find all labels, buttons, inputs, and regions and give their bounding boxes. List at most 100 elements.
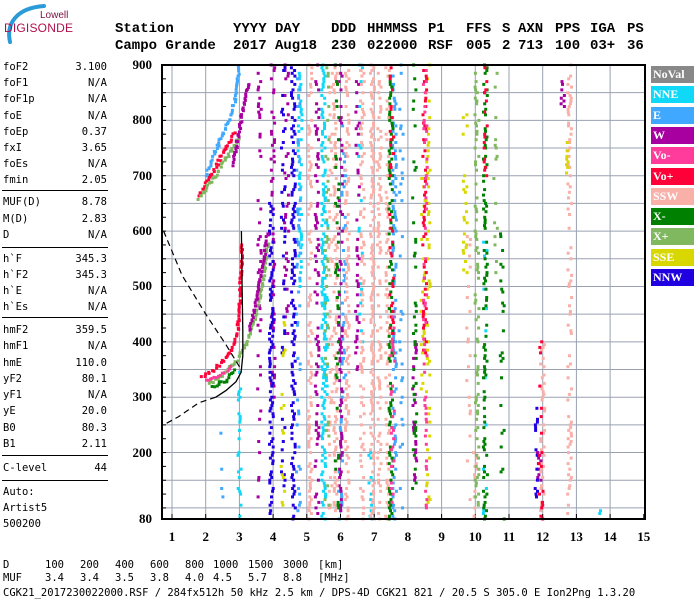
echo-point bbox=[465, 459, 469, 463]
param-name: foF1 bbox=[3, 77, 29, 89]
echo-point bbox=[477, 492, 481, 496]
echo-point bbox=[315, 423, 318, 427]
param-value: 110.0 bbox=[75, 357, 107, 369]
echo-point bbox=[401, 442, 404, 446]
echo-point bbox=[389, 218, 393, 222]
echo-point bbox=[347, 456, 351, 460]
echo-point bbox=[323, 268, 326, 272]
echo-point bbox=[308, 160, 312, 164]
echo-point bbox=[493, 243, 497, 247]
echo-point bbox=[270, 381, 273, 385]
echo-point bbox=[385, 478, 389, 482]
echo-point bbox=[260, 281, 264, 285]
echo-point bbox=[337, 484, 341, 488]
echo-point bbox=[426, 154, 430, 158]
echo-point bbox=[309, 351, 313, 355]
echo-point bbox=[483, 376, 487, 380]
echo-point bbox=[238, 415, 242, 419]
echo-point bbox=[482, 426, 486, 430]
echo-point bbox=[371, 171, 375, 175]
echo-point bbox=[256, 354, 260, 358]
echo-point bbox=[326, 174, 330, 178]
echo-point bbox=[238, 395, 242, 399]
echo-point bbox=[299, 185, 303, 189]
echo-point bbox=[236, 74, 240, 78]
distance-value: 3000 bbox=[283, 559, 309, 571]
echo-point bbox=[269, 249, 272, 252]
echo-point bbox=[244, 92, 248, 96]
echo-point bbox=[361, 498, 365, 502]
echo-point bbox=[328, 420, 332, 424]
echo-point bbox=[315, 102, 319, 106]
echo-point bbox=[357, 154, 361, 158]
param-value: N/A bbox=[88, 229, 107, 241]
echo-point bbox=[391, 232, 395, 236]
muf-value: 3.8 bbox=[150, 572, 169, 584]
echo-point bbox=[307, 423, 311, 427]
echo-point bbox=[482, 199, 486, 203]
echo-point bbox=[238, 125, 242, 129]
echo-point bbox=[325, 384, 329, 388]
echo-point bbox=[370, 69, 374, 72]
echo-point bbox=[482, 467, 485, 471]
echo-point bbox=[320, 113, 324, 117]
echo-point bbox=[355, 91, 359, 95]
echo-point bbox=[542, 445, 546, 449]
echo-point bbox=[424, 395, 428, 399]
echo-point bbox=[414, 345, 418, 349]
echo-point bbox=[346, 345, 350, 349]
echo-point bbox=[354, 309, 358, 313]
echo-point bbox=[378, 282, 382, 286]
echo-point bbox=[297, 182, 301, 186]
echo-point bbox=[343, 224, 347, 228]
echo-point bbox=[340, 329, 344, 333]
echo-point bbox=[568, 138, 572, 142]
echo-point bbox=[423, 318, 427, 322]
echo-point bbox=[565, 157, 569, 161]
echo-point bbox=[270, 110, 274, 114]
echo-point bbox=[386, 296, 390, 299]
echo-point bbox=[293, 74, 297, 78]
echo-point bbox=[482, 440, 486, 443]
echo-point bbox=[499, 279, 503, 283]
echo-point bbox=[328, 453, 332, 457]
echo-point bbox=[370, 165, 374, 169]
echo-point bbox=[357, 82, 361, 86]
echo-point bbox=[474, 428, 478, 432]
echo-point bbox=[390, 254, 394, 258]
echo-point bbox=[334, 445, 338, 449]
echo-point bbox=[388, 74, 392, 78]
echo-point bbox=[386, 359, 390, 363]
echo-point bbox=[372, 387, 376, 391]
param-value: 80.3 bbox=[81, 422, 107, 434]
echo-point bbox=[335, 71, 339, 75]
echo-point bbox=[322, 448, 326, 452]
echo-point bbox=[422, 326, 425, 330]
echo-point bbox=[390, 351, 394, 355]
echo-point bbox=[423, 398, 427, 402]
echo-point bbox=[485, 249, 489, 252]
echo-point bbox=[325, 221, 329, 225]
echo-point bbox=[413, 401, 417, 405]
echo-point bbox=[320, 107, 324, 111]
echo-point bbox=[338, 456, 342, 460]
echo-point bbox=[235, 77, 239, 81]
echo-point bbox=[309, 163, 313, 167]
echo-point bbox=[394, 467, 398, 471]
echo-point bbox=[323, 254, 327, 258]
echo-point bbox=[212, 369, 216, 373]
echo-point bbox=[361, 512, 365, 515]
echo-point bbox=[359, 351, 363, 355]
echo-point bbox=[270, 190, 274, 194]
echo-point bbox=[359, 213, 362, 216]
echo-point bbox=[269, 218, 273, 222]
echo-point bbox=[291, 387, 295, 391]
echo-point bbox=[424, 412, 428, 416]
echo-point bbox=[259, 249, 263, 252]
echo-point bbox=[292, 329, 296, 333]
echo-point bbox=[427, 210, 431, 214]
echo-point bbox=[362, 404, 365, 407]
echo-point bbox=[426, 473, 430, 477]
echo-point bbox=[378, 152, 382, 156]
echo-point bbox=[281, 204, 285, 208]
